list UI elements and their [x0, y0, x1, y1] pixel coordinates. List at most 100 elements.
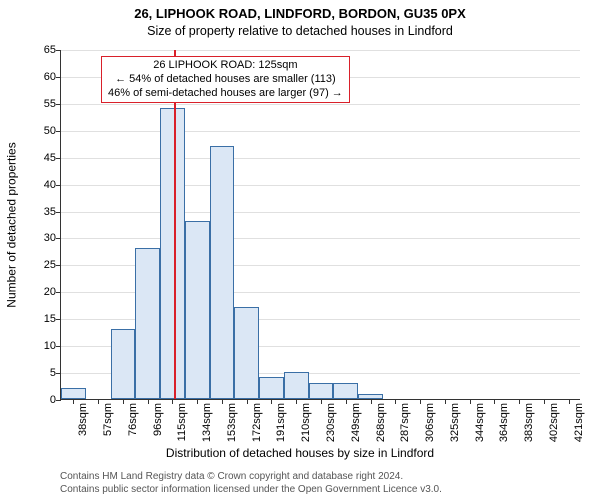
xtick-label: 383sqm: [523, 403, 535, 442]
xtick-label: 172sqm: [251, 403, 263, 442]
xtick-mark: [123, 399, 124, 404]
ytick-mark: [56, 346, 61, 347]
xtick-label: 230sqm: [325, 403, 337, 442]
xtick-mark: [569, 399, 570, 404]
xtick-label: 364sqm: [498, 403, 510, 442]
xtick-label: 268sqm: [375, 403, 387, 442]
xtick-label: 38sqm: [77, 403, 89, 436]
xtick-label: 402sqm: [548, 403, 560, 442]
xtick-mark: [494, 399, 495, 404]
ytick-mark: [56, 292, 61, 293]
ytick-label: 20: [0, 286, 56, 298]
ytick-label: 5: [0, 367, 56, 379]
gridline: [61, 104, 580, 105]
ytick-label: 60: [0, 71, 56, 83]
ytick-mark: [56, 400, 61, 401]
annotation-line2: ← 54% of detached houses are smaller (11…: [108, 73, 343, 87]
ytick-label: 0: [0, 394, 56, 406]
ytick-mark: [56, 185, 61, 186]
xtick-label: 76sqm: [127, 403, 139, 436]
histogram-bar: [160, 108, 185, 399]
xtick-label: 249sqm: [350, 403, 362, 442]
ytick-label: 10: [0, 340, 56, 352]
xtick-label: 325sqm: [449, 403, 461, 442]
xtick-label: 115sqm: [176, 403, 188, 441]
xtick-mark: [247, 399, 248, 404]
histogram-bar: [111, 329, 136, 399]
chart-title-line2: Size of property relative to detached ho…: [0, 24, 600, 38]
xtick-mark: [544, 399, 545, 404]
gridline: [61, 158, 580, 159]
xtick-mark: [371, 399, 372, 404]
xtick-mark: [197, 399, 198, 404]
xtick-label: 96sqm: [152, 403, 164, 436]
xtick-label: 191sqm: [275, 403, 287, 442]
ytick-mark: [56, 77, 61, 78]
xtick-mark: [321, 399, 322, 404]
ytick-label: 25: [0, 259, 56, 271]
ytick-label: 35: [0, 206, 56, 218]
xtick-mark: [271, 399, 272, 404]
xtick-label: 134sqm: [201, 403, 213, 442]
gridline: [61, 185, 580, 186]
ytick-mark: [56, 131, 61, 132]
xtick-mark: [98, 399, 99, 404]
histogram-bar: [284, 372, 309, 399]
ytick-label: 45: [0, 152, 56, 164]
histogram-bar: [309, 383, 334, 399]
xtick-label: 57sqm: [102, 403, 114, 436]
ytick-mark: [56, 158, 61, 159]
histogram-bar: [61, 388, 86, 399]
chart-footer: Contains HM Land Registry data © Crown c…: [60, 471, 580, 496]
x-axis-label: Distribution of detached houses by size …: [0, 446, 600, 460]
xtick-mark: [73, 399, 74, 404]
footer-line2: Contains public sector information licen…: [60, 484, 580, 497]
gridline: [61, 212, 580, 213]
xtick-mark: [296, 399, 297, 404]
footer-line1: Contains HM Land Registry data © Crown c…: [60, 471, 580, 484]
xtick-label: 344sqm: [474, 403, 486, 442]
ytick-mark: [56, 50, 61, 51]
gridline: [61, 50, 580, 51]
chart-plot-area: 38sqm57sqm76sqm96sqm115sqm134sqm153sqm17…: [60, 50, 580, 400]
ytick-label: 30: [0, 232, 56, 244]
histogram-bar: [333, 383, 358, 399]
ytick-mark: [56, 319, 61, 320]
gridline: [61, 238, 580, 239]
annotation-line3: 46% of semi-detached houses are larger (…: [108, 87, 343, 101]
ytick-mark: [56, 212, 61, 213]
ytick-mark: [56, 238, 61, 239]
ytick-label: 50: [0, 125, 56, 137]
ytick-mark: [56, 373, 61, 374]
ytick-mark: [56, 265, 61, 266]
histogram-bar: [185, 221, 210, 399]
ytick-label: 65: [0, 44, 56, 56]
xtick-mark: [395, 399, 396, 404]
xtick-label: 306sqm: [424, 403, 436, 442]
histogram-bar: [210, 146, 235, 399]
xtick-mark: [420, 399, 421, 404]
ytick-mark: [56, 104, 61, 105]
xtick-mark: [470, 399, 471, 404]
xtick-mark: [346, 399, 347, 404]
gridline: [61, 131, 580, 132]
xtick-mark: [148, 399, 149, 404]
xtick-mark: [172, 399, 173, 404]
histogram-bar: [234, 307, 259, 399]
histogram-bar: [259, 377, 284, 399]
xtick-label: 210sqm: [300, 403, 312, 442]
annotation-box: 26 LIPHOOK ROAD: 125sqm ← 54% of detache…: [101, 56, 350, 103]
xtick-label: 421sqm: [573, 403, 585, 442]
xtick-mark: [222, 399, 223, 404]
xtick-label: 287sqm: [399, 403, 411, 442]
xtick-mark: [519, 399, 520, 404]
ytick-label: 55: [0, 98, 56, 110]
chart-title-line1: 26, LIPHOOK ROAD, LINDFORD, BORDON, GU35…: [0, 6, 600, 21]
y-axis-label-text: Number of detached properties: [5, 142, 19, 307]
xtick-label: 153sqm: [226, 403, 238, 442]
ytick-label: 15: [0, 313, 56, 325]
xtick-mark: [445, 399, 446, 404]
annotation-line1: 26 LIPHOOK ROAD: 125sqm: [108, 59, 343, 73]
histogram-bar: [135, 248, 160, 399]
ytick-label: 40: [0, 179, 56, 191]
